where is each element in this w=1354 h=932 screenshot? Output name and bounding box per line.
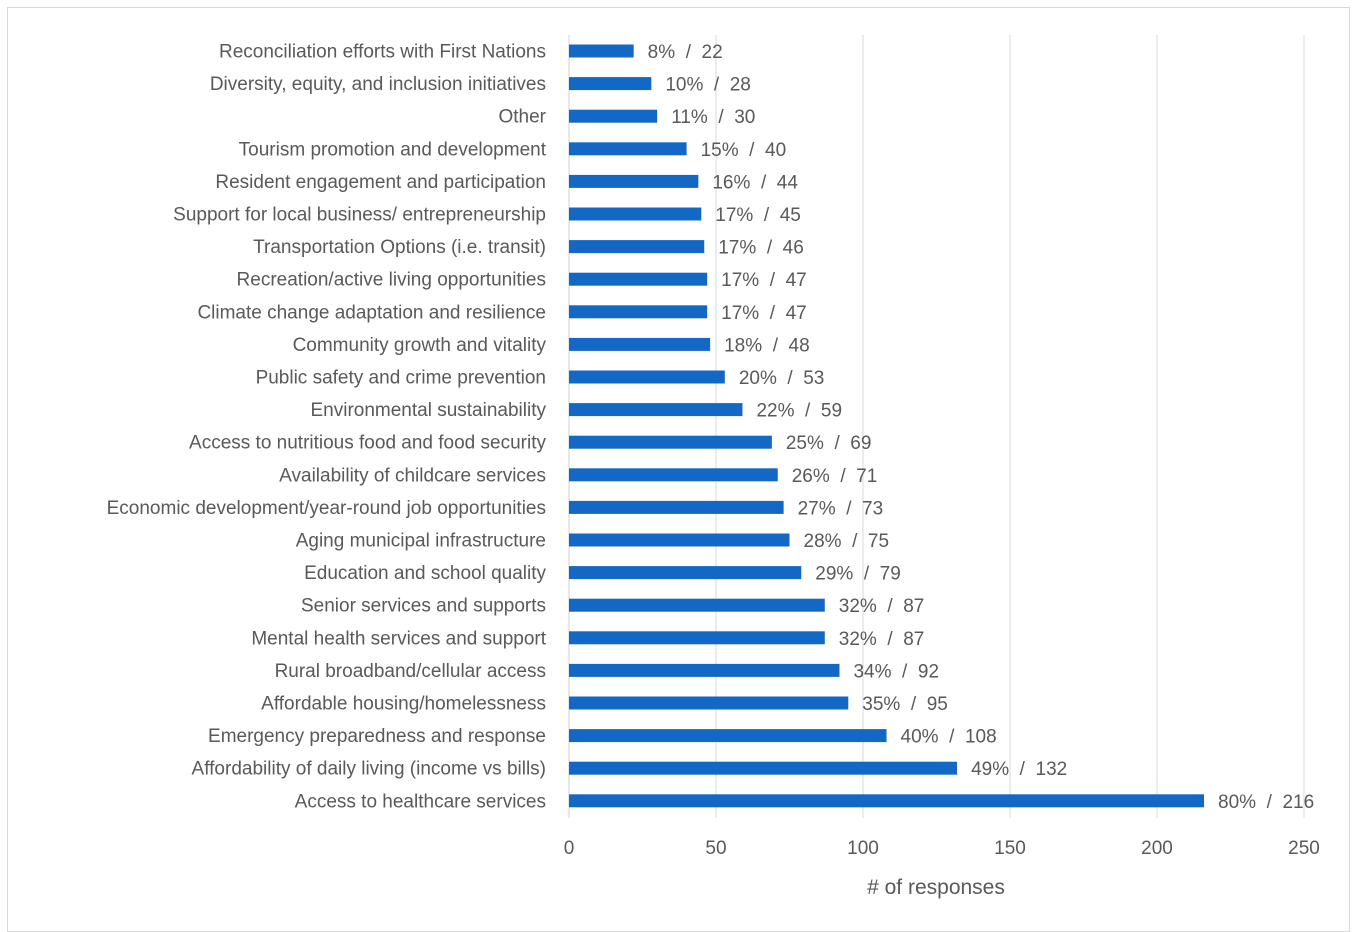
- category-label: Access to nutritious food and food secur…: [189, 433, 546, 454]
- data-label: 20% / 53: [739, 368, 825, 389]
- category-label: Reconciliation efforts with First Nation…: [219, 42, 546, 63]
- category-label: Support for local business/ entrepreneur…: [173, 205, 546, 226]
- category-label: Rural broadband/cellular access: [275, 661, 546, 682]
- data-label: 16% / 44: [712, 172, 798, 193]
- data-label: 17% / 47: [721, 270, 807, 291]
- bar: [569, 696, 849, 710]
- data-labels: 8% / 22 10% / 28 11% / 30 15% / 40 16% / 44 1…: [648, 42, 1314, 813]
- bars: [569, 44, 1205, 808]
- category-label: Other: [498, 107, 546, 128]
- data-label: 8% / 22: [648, 42, 723, 63]
- bar: [569, 174, 699, 188]
- bar: [569, 566, 802, 580]
- data-label: 22% / 59: [756, 401, 842, 422]
- category-label: Senior services and supports: [301, 596, 546, 617]
- category-label: Public safety and crime prevention: [256, 368, 546, 389]
- category-label: Climate change adaptation and resilience: [197, 302, 546, 323]
- data-label: 80% / 216: [1218, 792, 1314, 813]
- x-tick-label: 150: [994, 838, 1026, 859]
- data-label: 27% / 73: [798, 498, 884, 519]
- data-label: 17% / 47: [721, 303, 807, 324]
- category-label: Mental health services and support: [251, 628, 546, 649]
- bar: [569, 500, 784, 514]
- data-label: 35% / 95: [862, 694, 948, 715]
- category-label: Transportation Options (i.e. transit): [253, 237, 546, 258]
- category-label: Education and school quality: [304, 563, 546, 584]
- bar: [569, 207, 702, 221]
- data-label: 49% / 132: [971, 759, 1067, 780]
- data-label: 17% / 45: [715, 205, 801, 226]
- bar: [569, 729, 887, 743]
- bar: [569, 77, 652, 91]
- data-label: 32% / 87: [839, 596, 925, 617]
- x-tick-label: 0: [564, 838, 575, 859]
- category-label: Economic development/year-round job oppo…: [107, 498, 546, 519]
- data-label: 18% / 48: [724, 335, 810, 356]
- bar: [569, 435, 772, 449]
- category-label: Resident engagement and participation: [215, 172, 546, 193]
- bar: [569, 240, 705, 254]
- bar: [569, 305, 708, 319]
- category-labels: Reconciliation efforts with First Nation…: [107, 42, 547, 813]
- data-label: 25% / 69: [786, 433, 872, 454]
- bar: [569, 468, 778, 482]
- bar: [569, 403, 743, 417]
- category-label: Tourism promotion and development: [239, 139, 547, 160]
- category-label: Affordability of daily living (income vs…: [192, 759, 546, 780]
- bar: [569, 598, 825, 612]
- bar: [569, 663, 840, 677]
- category-label: Environmental sustainability: [310, 400, 546, 421]
- data-label: 40% / 108: [901, 727, 997, 748]
- data-label: 32% / 87: [839, 629, 925, 650]
- category-label: Recreation/active living opportunities: [237, 270, 546, 291]
- bar: [569, 631, 825, 645]
- x-tick-label: 200: [1141, 838, 1173, 859]
- data-label: 15% / 40: [701, 140, 787, 161]
- category-label: Community growth and vitality: [293, 335, 547, 356]
- category-label: Access to healthcare services: [295, 791, 546, 812]
- x-tick-label: 250: [1288, 838, 1320, 859]
- bar: [569, 337, 711, 351]
- bar: [569, 44, 634, 58]
- bar: [569, 370, 725, 384]
- category-label: Availability of childcare services: [279, 465, 546, 486]
- data-label: 29% / 79: [815, 564, 901, 585]
- x-axis-ticks: 0 50 100 150 200 250: [564, 838, 1320, 859]
- x-tick-label: 50: [705, 838, 726, 859]
- bar: [569, 794, 1205, 808]
- data-label: 11% / 30: [671, 107, 755, 128]
- bar: [569, 761, 958, 775]
- data-label: 10% / 28: [665, 75, 751, 96]
- category-label: Aging municipal infrastructure: [296, 531, 546, 552]
- gridlines: [568, 35, 1305, 818]
- data-label: 17% / 46: [718, 238, 804, 259]
- data-label: 28% / 75: [804, 531, 890, 552]
- category-label: Emergency preparedness and response: [208, 726, 546, 747]
- x-axis-title: # of responses: [867, 876, 1005, 899]
- data-label: 34% / 92: [853, 661, 939, 682]
- category-label: Diversity, equity, and inclusion initiat…: [210, 74, 546, 95]
- category-label: Affordable housing/homelessness: [261, 694, 546, 715]
- x-tick-label: 100: [847, 838, 879, 859]
- bar: [569, 109, 658, 123]
- bar: [569, 142, 687, 156]
- bar: [569, 272, 708, 286]
- bar: [569, 533, 790, 547]
- data-label: 26% / 71: [792, 466, 878, 487]
